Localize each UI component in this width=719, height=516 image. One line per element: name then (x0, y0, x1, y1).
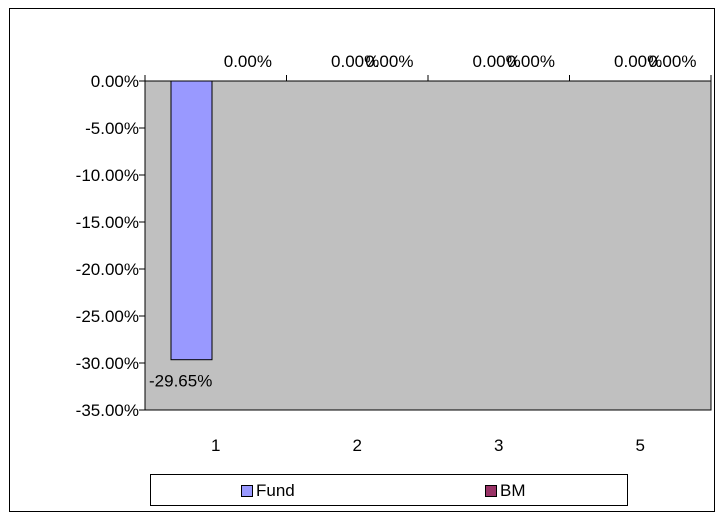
data-label-fund-1: -29.65% (149, 372, 212, 391)
legend-label-fund: Fund (256, 481, 295, 500)
data-label-fund-2: 0.00% (331, 52, 379, 71)
data-label-fund-5: 0.00% (614, 52, 662, 71)
x-tick-label: 5 (636, 436, 645, 455)
legend-swatch-bm (485, 485, 497, 497)
y-tick-label: -10.00% (76, 166, 139, 185)
data-label-fund-3: 0.00% (473, 52, 521, 71)
y-tick-label: -30.00% (76, 354, 139, 373)
legend-entry-bm: BM (485, 481, 526, 501)
y-tick-label: -15.00% (76, 213, 139, 232)
x-tick-label: 2 (353, 436, 362, 455)
data-label-bm-2: 0.00% (365, 52, 413, 71)
data-label-bm-1: 0.00% (224, 52, 272, 71)
x-tick-label: 1 (211, 436, 220, 455)
data-label-bm-3: 0.00% (507, 52, 555, 71)
x-tick-label: 3 (494, 436, 503, 455)
y-tick-label: -25.00% (76, 307, 139, 326)
y-tick-label: -20.00% (76, 260, 139, 279)
legend: Fund BM (150, 474, 628, 506)
plot-area (144, 80, 712, 411)
y-tick-label: -5.00% (85, 119, 139, 138)
y-tick-label: 0.00% (91, 72, 139, 91)
bar-fund-1 (170, 80, 213, 361)
y-tick-label: -35.00% (76, 401, 139, 420)
legend-swatch-fund (241, 485, 253, 497)
legend-label-bm: BM (500, 481, 526, 500)
legend-entry-fund: Fund (241, 481, 295, 501)
data-label-bm-5: 0.00% (648, 52, 696, 71)
